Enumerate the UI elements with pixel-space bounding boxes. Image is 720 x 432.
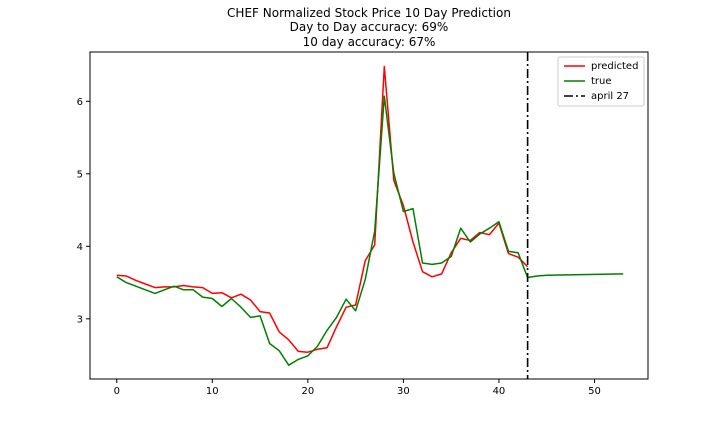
series-line-predicted: [116, 65, 529, 353]
chart-title-line-2: Day to Day accuracy: 69%: [290, 20, 449, 34]
axes: 0 10 20 30 40 50 3 4 5 6: [77, 51, 649, 397]
plot-area: [116, 52, 624, 379]
x-tick-label: 20: [301, 386, 314, 397]
legend-label-true: true: [591, 76, 612, 87]
series-line-true: [116, 95, 624, 366]
y-tick-label: 6: [77, 97, 83, 108]
x-tick-label: 10: [206, 386, 219, 397]
y-tick-label: 4: [77, 242, 83, 253]
y-tick-label: 3: [77, 314, 83, 325]
axes-frame: [89, 51, 649, 380]
x-tick-label: 0: [114, 386, 120, 397]
legend-box: [557, 56, 645, 107]
x-tick-label: 50: [588, 386, 601, 397]
chart-title-line-1: CHEF Normalized Stock Price 10 Day Predi…: [227, 6, 511, 20]
legend: predicted true april 27: [557, 56, 645, 107]
legend-label-predicted: predicted: [591, 61, 638, 72]
legend-label-april-27: april 27: [591, 91, 629, 102]
x-tick-label: 40: [493, 386, 506, 397]
y-tick-label: 5: [77, 169, 83, 180]
chart-title-line-3: 10 day accuracy: 67%: [303, 35, 436, 49]
x-tick-label: 30: [397, 386, 410, 397]
